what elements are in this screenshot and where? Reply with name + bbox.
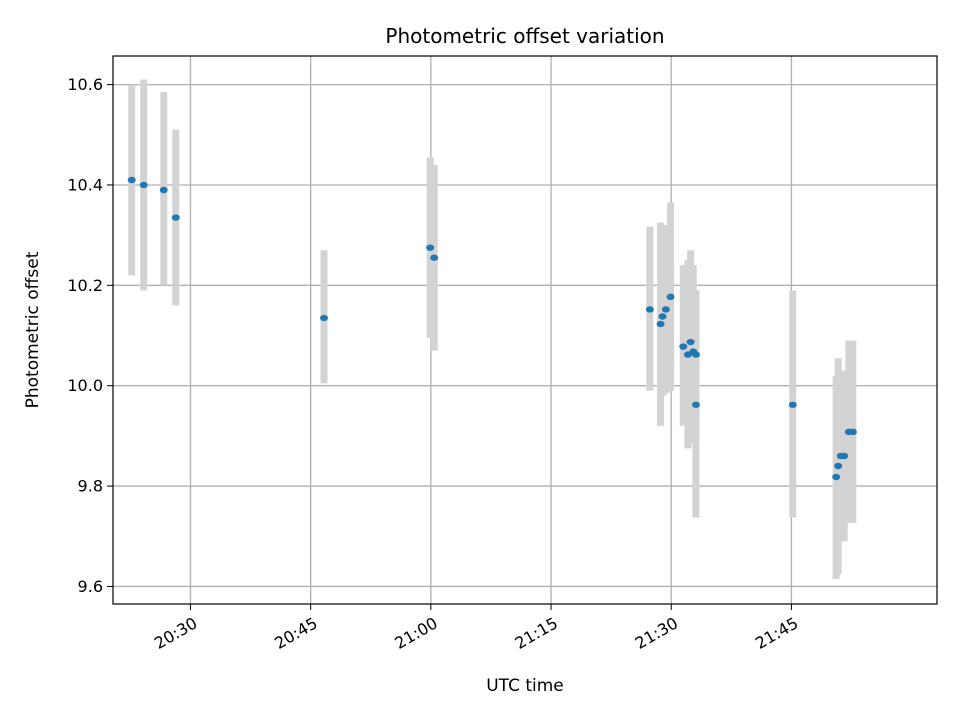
data-point [691,351,700,358]
data-point [788,401,797,408]
data-point [691,401,700,408]
x-axis-label: UTC time [486,676,564,696]
data-point [679,343,688,350]
y-tick-label: 9.8 [78,477,103,496]
y-axis-label: Photometric offset [23,251,43,408]
y-tick-label: 10.2 [67,276,103,295]
data-point [834,462,843,470]
data-point [686,338,695,346]
plot-frame [112,55,938,605]
y-tick-label: 10.4 [67,175,103,194]
data-point [848,428,857,436]
data-point [656,320,665,328]
data-point [658,313,667,320]
y-tick-label: 10.6 [67,75,103,94]
data-point [666,293,675,301]
data-point [661,306,670,313]
data-point [127,176,136,184]
chart-title: Photometric offset variation [385,24,664,48]
data-point [320,314,329,322]
data-point [430,254,439,261]
data-point [832,473,841,481]
y-axis-ticks: 9.6 9.8 10.0 10.2 10.4 10.6 [67,75,113,596]
data-point [840,452,849,460]
y-tick-label: 10.0 [67,376,103,395]
data-point [171,214,180,221]
data-point [159,186,168,194]
data-point [426,244,435,251]
data-point [645,306,654,313]
data-points [127,176,857,481]
y-tick-label: 9.6 [78,577,103,596]
data-point [139,181,148,189]
